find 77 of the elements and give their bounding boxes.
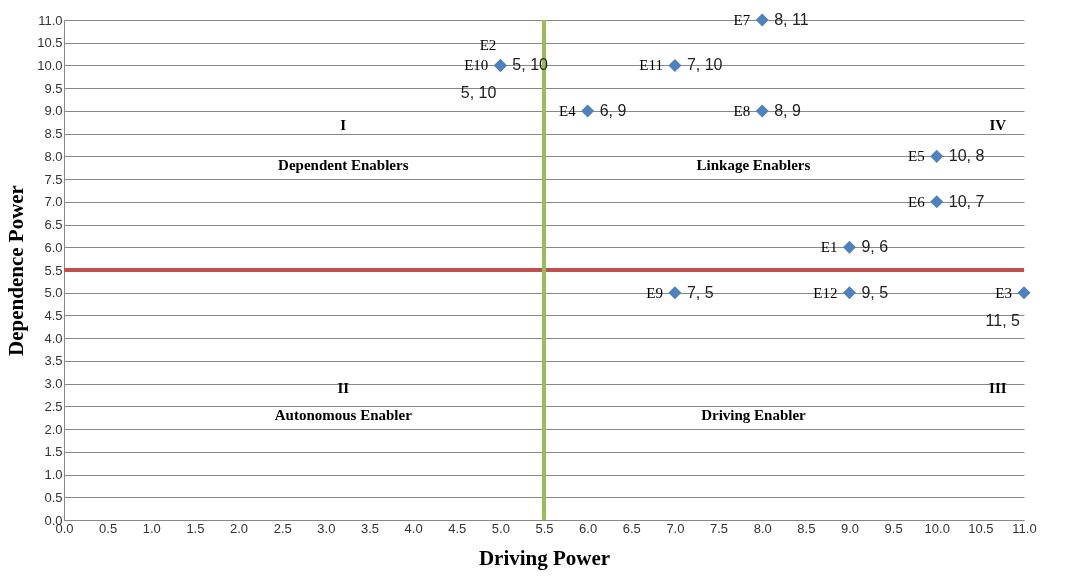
y-axis-title: Dependence Power [4,185,29,356]
x-tick-label: 5.5 [535,520,554,536]
y-tick-label: 10.5 [37,35,63,51]
y-tick-label: 9.0 [44,103,63,119]
x-tick-label: 1.5 [186,520,205,536]
y-tick-label: 2.0 [44,421,63,437]
y-tick-label: 6.5 [44,217,63,233]
annotation: III [989,380,1007,397]
x-tick-label: 10.0 [924,520,950,536]
annotation: E2 [479,37,497,54]
data-label: 8, 9 [774,101,801,119]
y-tick-label: 11.0 [38,12,63,28]
data-label: 8, 11 [774,11,809,28]
annotation: E5 [908,148,925,165]
y-tick-label: 6.0 [44,239,63,255]
x-tick-label: 4.5 [448,520,467,536]
annotation: E1 [820,239,838,256]
annotation: E11 [639,57,663,74]
y-tick-label: 4.5 [44,307,63,323]
x-tick-label: 4.0 [404,520,423,536]
annotation: IV [989,116,1007,133]
x-tick-label: 0.5 [99,520,118,536]
y-tick-label: 8.0 [44,148,63,164]
y-tick-label: 1.5 [44,444,63,460]
x-tick-label: 8.5 [797,520,816,536]
y-tick-label: 7.0 [44,194,63,210]
x-tick-label: 9.0 [840,520,859,536]
y-tick-label: 0.5 [44,489,63,505]
annotation: E3 [995,284,1012,301]
data-label: 7, 5 [686,283,714,301]
annotation: E4 [558,102,577,119]
y-tick-label: 4.0 [44,330,63,346]
x-tick-label: 3.5 [360,520,379,536]
y-tick-label: 3.5 [44,353,63,369]
x-tick-label: 11.0 [1012,520,1037,536]
y-tick-label: 3.0 [44,376,63,392]
data-label: 9, 5 [861,283,889,301]
data-label: 10, 8 [948,147,985,165]
x-tick-label: 6.5 [622,520,641,536]
y-tick-label: 5.0 [44,285,63,301]
y-tick-label: 1.0 [44,467,63,483]
annotation: E9 [646,284,663,301]
data-label: 10, 7 [948,192,985,210]
x-tick-label: 1.0 [142,520,161,536]
y-tick-label: 8.5 [44,126,63,142]
x-tick-label: 10.5 [968,520,994,536]
annotation: E7 [733,12,751,28]
x-tick-label: 7.0 [666,520,685,536]
x-tick-label: 6.0 [579,520,598,536]
annotation: Driving Enabler [701,407,807,424]
annotation: Linkage Enablers [696,157,811,174]
x-tick-label: 2.0 [230,520,249,536]
annotation: Autonomous Enabler [274,407,413,424]
annotation: Dependent Enablers [278,157,409,174]
x-axis-title: Driving Power [478,545,611,570]
annotation: E12 [813,284,838,301]
y-tick-label: 9.5 [44,80,63,96]
data-label: 11, 5 [985,311,1021,329]
x-tick-label: 3.0 [317,520,336,536]
annotation: E8 [733,102,751,119]
x-tick-label: 5.0 [491,520,510,536]
x-tick-label: 2.5 [273,520,292,536]
y-tick-label: 5.5 [44,262,63,278]
y-tick-label: 2.5 [44,398,63,414]
data-label: 9, 6 [861,238,889,256]
data-label: 5, 10 [460,84,497,102]
y-tick-label: 10.0 [37,57,63,73]
x-tick-label: 8.0 [753,520,772,536]
annotation: E6 [908,193,926,210]
x-tick-label: 9.5 [884,520,903,536]
x-tick-label: 7.5 [710,520,729,536]
data-label: 6, 9 [599,101,627,119]
data-label: 7, 10 [686,56,723,74]
annotation: I [340,116,347,133]
annotation: E10 [464,57,489,74]
annotation: II [337,380,350,397]
y-tick-label: 7.5 [44,171,63,187]
